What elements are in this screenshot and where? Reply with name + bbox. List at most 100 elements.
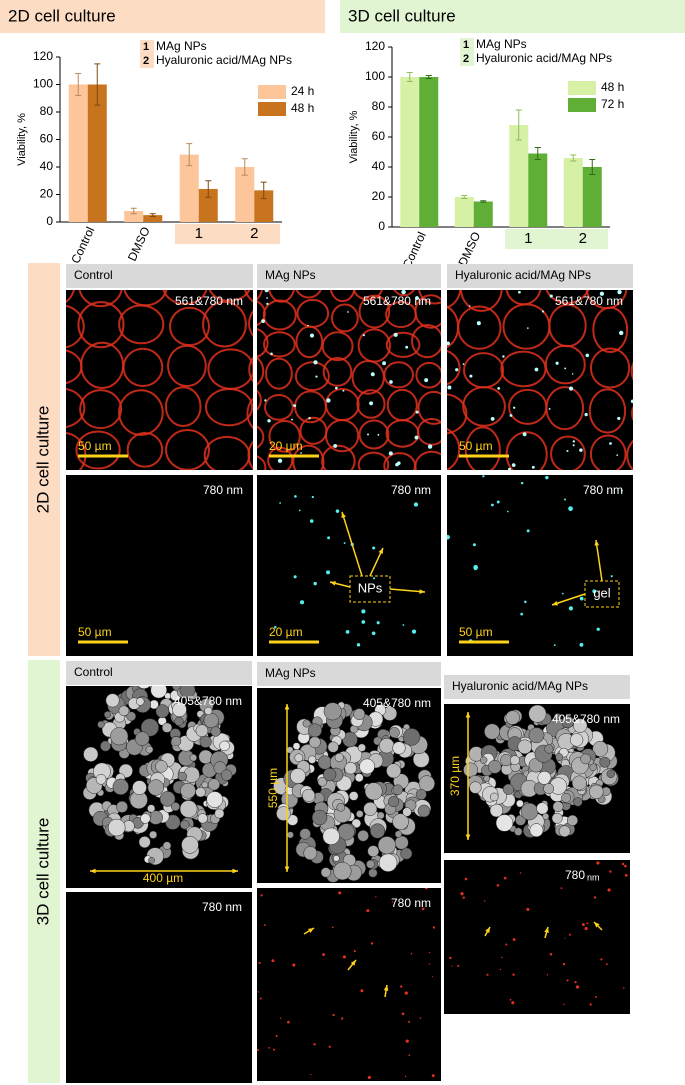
spheroid-cell [357, 743, 366, 752]
particle [264, 399, 267, 402]
error-bar [534, 147, 541, 160]
spheroid-cell [116, 800, 128, 813]
panel-title: Control [74, 665, 113, 679]
cell-outline [294, 361, 330, 392]
cell-outline [247, 440, 253, 470]
scale-label: 50 µm [459, 439, 493, 453]
cell-outline [321, 444, 356, 470]
micrograph-content [447, 262, 676, 470]
spheroid-cell [140, 718, 159, 737]
particle [313, 360, 318, 365]
bar [528, 153, 548, 227]
spheroid-cell [299, 828, 311, 840]
cell-outline [588, 388, 627, 434]
particle [560, 887, 563, 889]
spheroid-cell [417, 804, 431, 818]
particle [402, 624, 405, 626]
particle [356, 643, 361, 647]
micrograph [66, 475, 253, 656]
error-bar [425, 75, 432, 79]
particle [566, 979, 569, 982]
cell-outline [447, 349, 461, 386]
spheroid-cell [571, 775, 587, 791]
spheroid-cell [379, 738, 395, 754]
wavelength-unit: nm [587, 872, 600, 882]
spheroid-cell [155, 760, 168, 773]
particle [308, 416, 311, 420]
dimension-label: 550 µm [266, 768, 280, 808]
cell-outline [459, 290, 503, 312]
legend-label: 72 h [601, 97, 624, 111]
spheroid-cell [369, 823, 386, 839]
spheroid-cell [286, 831, 294, 839]
spheroid-cell [520, 802, 539, 821]
spheroid-cell [509, 755, 520, 766]
particle [564, 937, 566, 939]
particle [271, 959, 275, 963]
spheroid-cell [528, 704, 547, 723]
error-bar [186, 143, 193, 167]
group-key-bg [140, 40, 154, 54]
particle [425, 888, 428, 890]
arrow [595, 539, 603, 582]
cell-outline [358, 419, 390, 450]
particle [581, 923, 585, 926]
panel-header [257, 264, 441, 288]
particle [404, 1075, 407, 1078]
y-tick-label: 60 [372, 129, 386, 143]
spheroid-cell [317, 776, 328, 787]
cell-outline [257, 389, 262, 411]
wavelength-label: 561&780 nm [175, 294, 243, 308]
arrow [389, 588, 426, 593]
spheroid-cell [377, 836, 396, 855]
group-key-bg [460, 38, 474, 52]
particle [447, 534, 450, 540]
cell-outline [631, 405, 633, 421]
spheroid-cell [110, 727, 129, 746]
cell-outline [636, 305, 673, 348]
spheroid-cell [580, 753, 591, 765]
particle [427, 444, 433, 449]
cell-outline [264, 393, 294, 421]
particle [541, 310, 545, 313]
spheroid-cell [561, 792, 571, 803]
particle [596, 861, 600, 865]
particle [584, 412, 588, 417]
particle [260, 894, 263, 897]
particle [266, 297, 269, 299]
group-key: 2 [463, 53, 469, 65]
bar [68, 84, 88, 222]
cell-outline [329, 290, 356, 303]
particle [408, 1020, 411, 1023]
error-bar [94, 63, 101, 106]
spheroid-cell [606, 769, 615, 778]
scale-label: 20 µm [269, 439, 303, 453]
spheroid-cell [308, 723, 322, 738]
cell-outline [634, 262, 676, 303]
spheroid-cell [317, 755, 332, 770]
particle [341, 1017, 344, 1020]
cell-outline [415, 361, 441, 389]
particle [575, 985, 580, 989]
particle [372, 577, 376, 580]
particle [432, 926, 436, 929]
particle [520, 481, 524, 485]
particle [509, 998, 512, 1001]
particle [483, 900, 486, 902]
error-bar [570, 154, 577, 162]
particle [389, 380, 393, 384]
spheroid-cell [195, 787, 206, 798]
particle [279, 502, 281, 504]
spheroid-cell [378, 853, 398, 872]
particle [469, 374, 473, 378]
spheroid-cell [174, 716, 184, 726]
particle [555, 361, 559, 365]
bar [124, 211, 144, 222]
particle [503, 876, 507, 880]
header-band [340, 0, 685, 33]
particle [300, 600, 305, 605]
particle [395, 462, 399, 467]
particle [599, 291, 605, 296]
group-key: 1 [463, 39, 469, 51]
particle [428, 951, 431, 954]
